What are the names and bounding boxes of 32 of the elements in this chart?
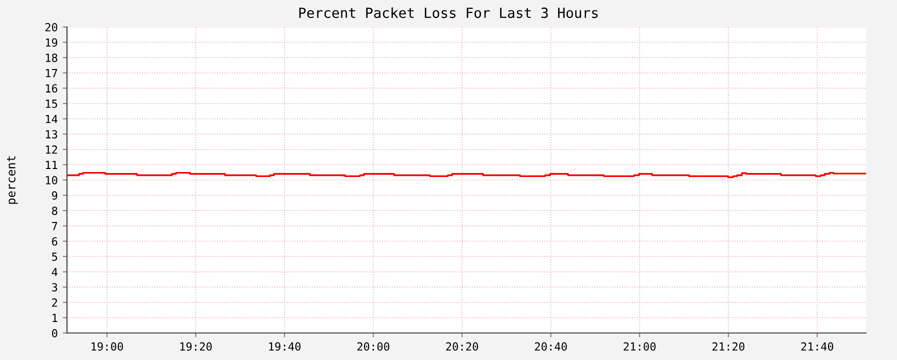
y-tick-label: 9 <box>52 191 58 200</box>
y-axis-title: percent <box>7 156 18 204</box>
x-tick-label: 20:40 <box>534 342 567 351</box>
x-tick-label: 20:20 <box>446 342 478 351</box>
y-tick-label: 19 <box>46 38 58 47</box>
x-tick-label: 19:00 <box>92 342 123 351</box>
y-tick-label: 2 <box>52 298 58 307</box>
y-tick-label: 4 <box>52 268 58 276</box>
x-tick-label: 21:20 <box>712 342 744 351</box>
x-tick-label: 20:00 <box>357 342 390 351</box>
chart-title: Percent Packet Loss For Last 3 Hours <box>299 7 598 18</box>
y-tick-label: 14 <box>46 114 58 124</box>
y-tick-label: 15 <box>46 100 58 108</box>
y-tick-label: 18 <box>46 54 58 62</box>
x-tick-label: 19:20 <box>180 342 212 351</box>
y-tick-label: 7 <box>52 222 58 230</box>
x-tick-label: 21:00 <box>624 342 656 351</box>
y-tick-label: 16 <box>46 84 58 93</box>
y-tick-label: 1 <box>52 314 58 322</box>
y-tick-label: 0 <box>52 329 58 338</box>
y-tick-label: 8 <box>52 206 58 216</box>
y-tick-label: 11 <box>46 160 58 169</box>
y-tick-label: 20 <box>45 23 58 32</box>
y-tick-label: 17 <box>46 69 58 78</box>
y-tick-label: 10 <box>46 176 58 184</box>
x-tick-label: 19:40 <box>269 342 301 351</box>
y-tick-label: 5 <box>52 252 58 261</box>
y-tick-label: 3 <box>52 283 58 292</box>
y-tick-label: 12 <box>46 145 58 154</box>
y-tick-label: 6 <box>52 237 58 246</box>
y-tick-label: 13 <box>46 130 58 139</box>
x-tick-label: 21:40 <box>801 342 834 351</box>
